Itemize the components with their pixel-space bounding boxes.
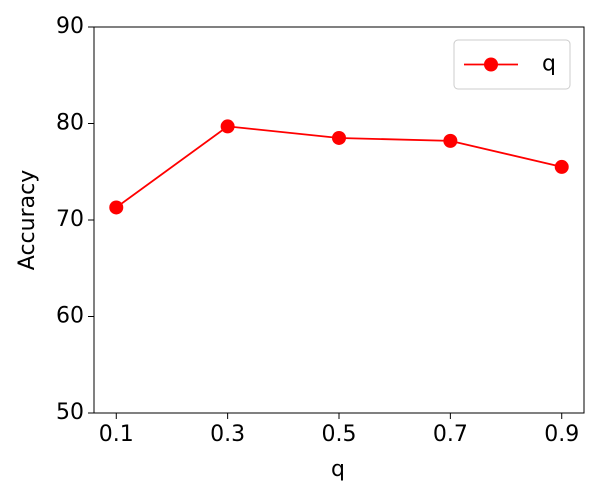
marker (220, 119, 235, 134)
y-tick-label: 80 (56, 111, 84, 136)
x-tick-label: 0.7 (433, 422, 468, 447)
plot-frame (93, 26, 585, 414)
x-tick-label: 0.5 (322, 422, 357, 447)
x-tick-label: 0.1 (99, 422, 134, 447)
x-axis-label: q (331, 457, 345, 482)
legend-label: q (542, 52, 556, 77)
marker (109, 200, 124, 215)
y-tick-label: 50 (56, 400, 84, 425)
y-tick-label: 90 (56, 14, 84, 39)
x-tick-label: 0.9 (544, 422, 579, 447)
y-tick-label: 60 (56, 304, 84, 329)
marker (443, 133, 458, 148)
y-tick-label: 70 (56, 207, 84, 232)
marker (554, 159, 569, 174)
legend-marker (484, 57, 498, 72)
marker (332, 130, 346, 145)
x-tick-label: 0.3 (210, 422, 245, 447)
y-axis-label: Accuracy (15, 170, 40, 270)
